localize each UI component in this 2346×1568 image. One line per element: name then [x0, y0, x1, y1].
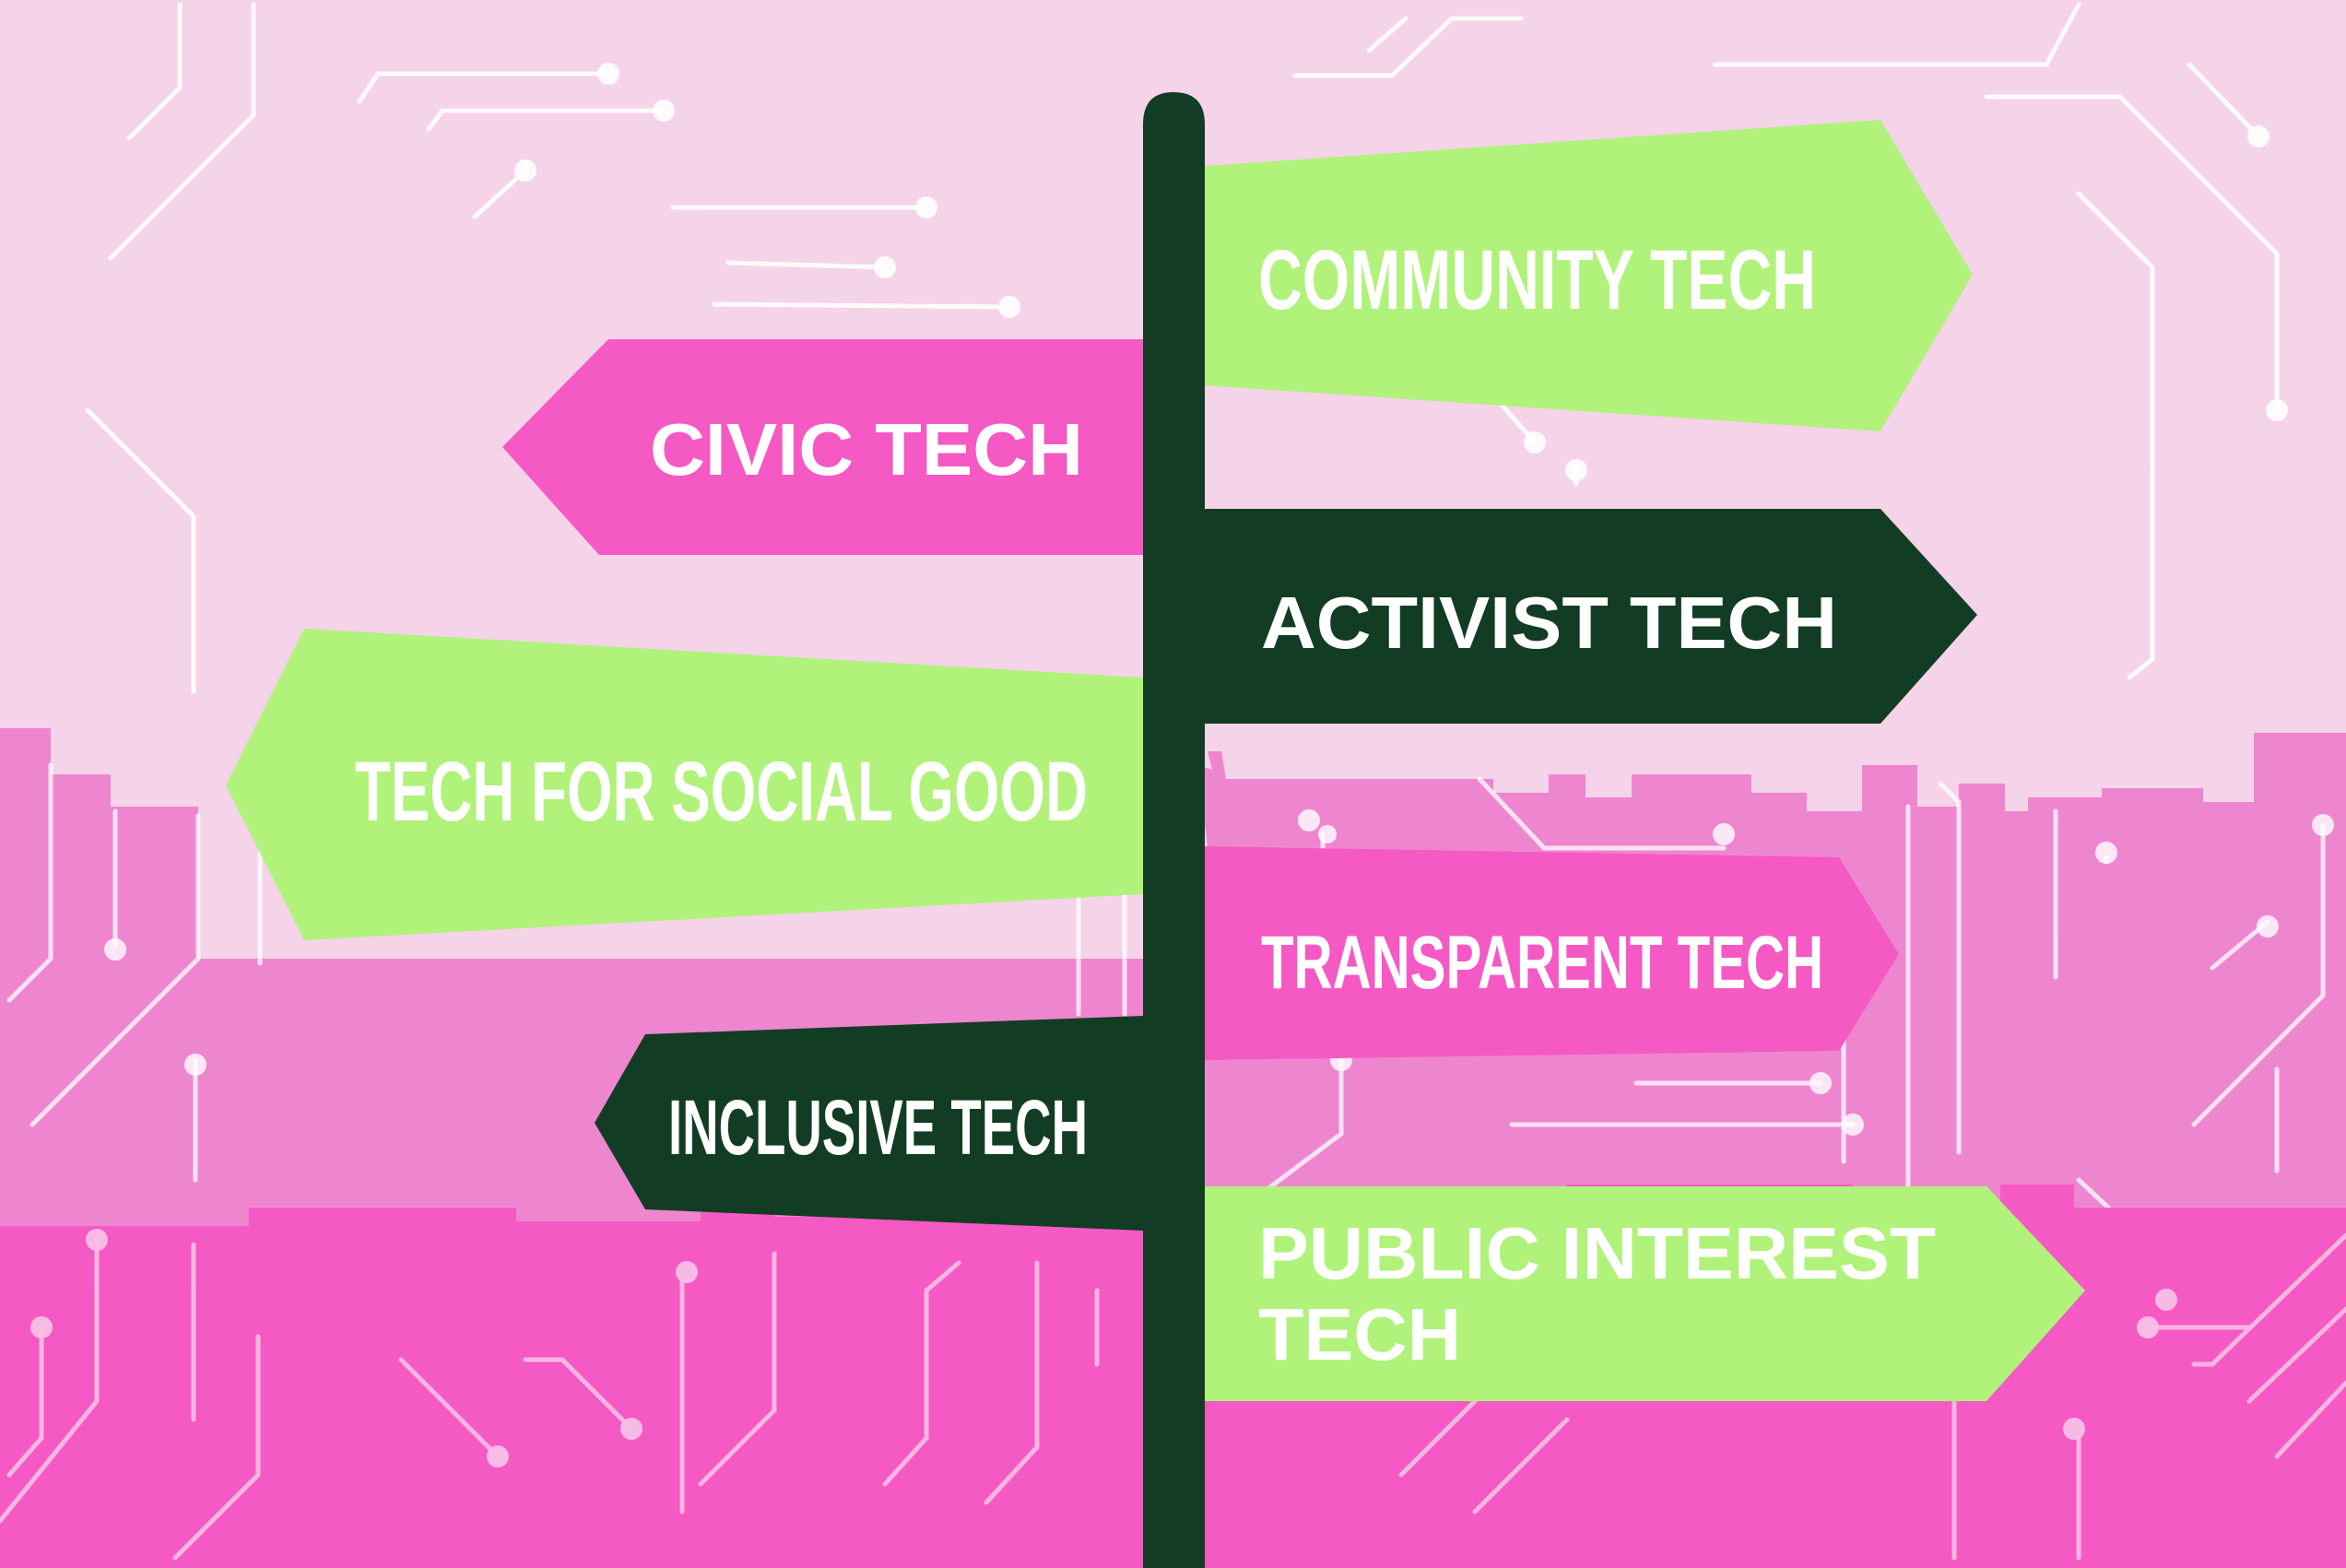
sign-label-activist-tech: ACTIVIST TECH: [1261, 582, 1837, 664]
circuit-board-pattern-front: [0, 1232, 2346, 1561]
arrow-right-sign: [1205, 509, 1977, 724]
sign-label-inclusive-tech: INCLUSIVE TECH: [668, 1084, 1088, 1171]
circuit-board-pattern: [85, 2, 2280, 694]
sign-inclusive-tech: INCLUSIVE TECH: [595, 1016, 1143, 1231]
arrow-left-sign: [502, 339, 1143, 555]
sign-label-public-interest-tech-line1: PUBLIC INTEREST: [1258, 1212, 1936, 1294]
arrow-right-sign: [1205, 120, 1973, 431]
sign-civic-tech: CIVIC TECH: [502, 339, 1143, 555]
sign-tech-for-social-good: TECH FOR SOCIAL GOOD: [226, 629, 1143, 940]
arrow-left-sign: [595, 1016, 1143, 1231]
sign-community-tech: COMMUNITY TECH: [1205, 120, 1973, 431]
sign-activist-tech: ACTIVIST TECH: [1205, 509, 1977, 724]
signpost-pole: [1143, 92, 1205, 1568]
sign-label-transparent-tech: TRANSPARENT TECH: [1261, 921, 1823, 1005]
arrow-right-sign: [1205, 1186, 2085, 1401]
sign-public-interest-tech: PUBLIC INTEREST TECH: [1205, 1186, 2085, 1401]
sign-label-civic-tech: CIVIC TECH: [650, 408, 1083, 490]
circuit-nodes-front: [30, 1229, 2177, 1468]
arrow-left-sign: [226, 629, 1143, 940]
sign-label-community-tech: COMMUNITY TECH: [1258, 233, 1816, 327]
arrow-right-sign: [1205, 846, 1899, 1060]
sign-label-public-interest-tech-line2: TECH: [1258, 1293, 1461, 1375]
sign-label-tech-for-social-good: TECH FOR SOCIAL GOOD: [355, 745, 1088, 839]
circuit-nodes-top: [514, 63, 2288, 481]
sign-transparent-tech: TRANSPARENT TECH: [1205, 846, 1899, 1060]
